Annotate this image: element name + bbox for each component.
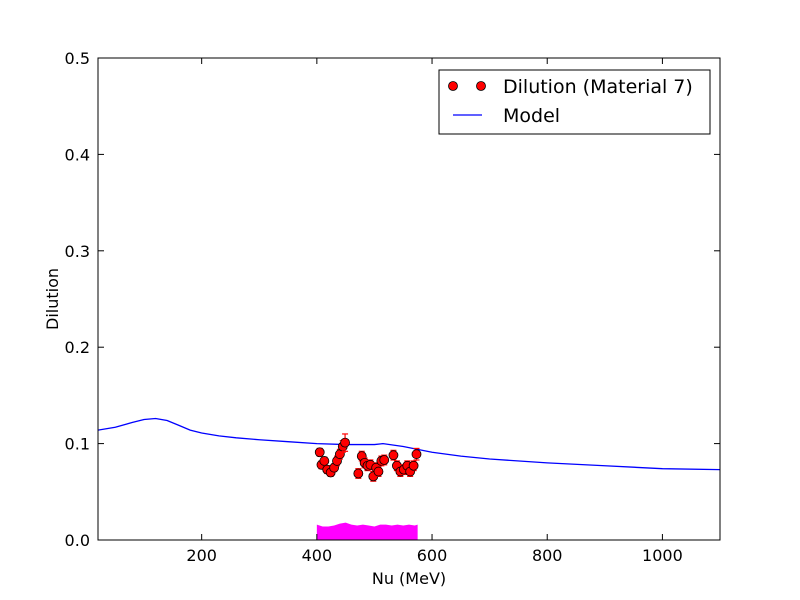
- data-point: [379, 455, 390, 465]
- y-tick-label: 0.1: [65, 435, 90, 454]
- x-axis-label: Nu (MeV): [372, 569, 446, 588]
- systematic-band: [316, 522, 418, 540]
- data-point: [340, 437, 350, 448]
- axes-frame: [97, 57, 721, 541]
- legend: Dilution (Material 7) Model: [438, 69, 711, 135]
- x-tick-label: 800: [532, 546, 563, 565]
- legend-marker-data: [448, 81, 458, 91]
- legend-label-data: Dilution (Material 7): [503, 76, 693, 98]
- legend-label-model: Model: [503, 105, 560, 127]
- data-point: [388, 450, 399, 461]
- legend-box: [438, 69, 711, 135]
- data-point: [314, 447, 325, 458]
- data-point: [319, 456, 330, 466]
- data-point: [408, 460, 419, 471]
- y-tick-label: 0.3: [65, 242, 90, 261]
- y-tick-label: 0.0: [65, 531, 90, 550]
- model-line: [98, 417, 720, 471]
- legend-marker-data: [476, 81, 486, 91]
- x-tick-label: 200: [186, 546, 217, 565]
- x-tick-label: 1000: [642, 546, 683, 565]
- y-axis-label: Dilution: [43, 268, 62, 330]
- y-tick-label: 0.5: [65, 49, 90, 68]
- data-point: [411, 449, 422, 460]
- x-tick-label: 400: [302, 546, 333, 565]
- axis-ticks: 200 400 600 800 1000 0.0 0.1 0.2 0.3 0.4 0.5: [65, 49, 720, 565]
- plot-content: [98, 417, 720, 540]
- y-tick-label: 0.2: [65, 338, 90, 357]
- y-tick-label: 0.4: [65, 145, 90, 164]
- plot-area: [98, 417, 720, 540]
- data-point: [373, 466, 384, 477]
- data-point: [353, 468, 364, 479]
- x-tick-label: 600: [417, 546, 448, 565]
